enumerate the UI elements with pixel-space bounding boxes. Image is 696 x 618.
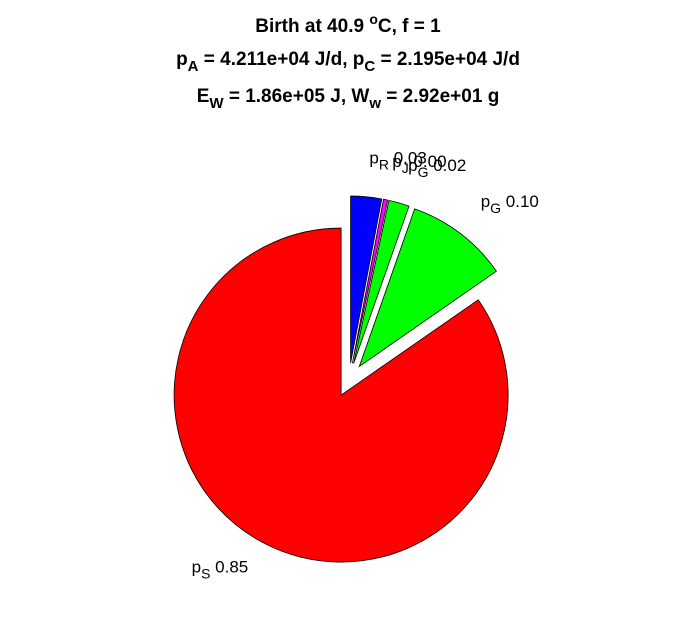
pie-slice	[353, 199, 410, 364]
slice-label-value: 0.10	[506, 192, 539, 211]
title-text: = 4.211e+04 J/d, p	[199, 49, 365, 70]
title-text: = 1.86e+05 J, W	[224, 86, 370, 107]
slice-label-subscript: J	[402, 160, 409, 176]
slice-label: pG 0.02	[408, 156, 466, 180]
slice-label-subscript: R	[379, 157, 389, 173]
chart-title: EW = 1.86e+05 J, Ww = 2.92e+01 g	[197, 86, 500, 112]
slice-label: pJ 0.00	[392, 152, 446, 176]
title-text: p	[176, 49, 188, 70]
chart-title: Birth at 40.9 oC, f = 1	[255, 11, 441, 37]
title-subscript: C	[364, 58, 375, 75]
pie-slice	[173, 227, 509, 563]
slice-label-subscript: S	[201, 566, 210, 582]
chart-title: pA = 4.211e+04 J/d, pC = 2.195e+04 J/d	[176, 49, 520, 75]
title-text: C, f = 1	[378, 16, 441, 37]
pie-slice	[358, 208, 498, 368]
slice-label-name: p	[481, 192, 490, 211]
title-superscript: o	[369, 11, 378, 27]
pie-slice	[350, 195, 383, 364]
slice-label: pS 0.85	[192, 558, 249, 582]
slice-label: pG 0.10	[481, 192, 539, 216]
title-text: = 2.195e+04 J/d	[375, 49, 520, 70]
slice-label-name: p	[369, 149, 378, 168]
slice-label-subscript: G	[490, 200, 501, 216]
title-subscript: W	[209, 95, 224, 112]
slice-label-value: 0.85	[215, 558, 248, 577]
slice-label-name: p	[192, 558, 201, 577]
pie-slice	[351, 198, 389, 364]
slice-label-value: 0.02	[433, 156, 466, 175]
title-text: Birth at 40.9	[255, 16, 369, 37]
slice-label-value: 0.03	[394, 149, 427, 168]
slice-label-value: 0.00	[413, 152, 446, 171]
slice-label-name: p	[408, 156, 417, 175]
title-subscript: A	[188, 58, 199, 75]
slice-label: pR 0.03	[369, 149, 426, 173]
slice-label-subscript: G	[418, 164, 429, 180]
slice-label-name: p	[392, 152, 401, 171]
title-text: = 2.92e+01 g	[381, 86, 499, 107]
title-subscript: w	[368, 95, 381, 112]
title-text: E	[197, 86, 210, 107]
